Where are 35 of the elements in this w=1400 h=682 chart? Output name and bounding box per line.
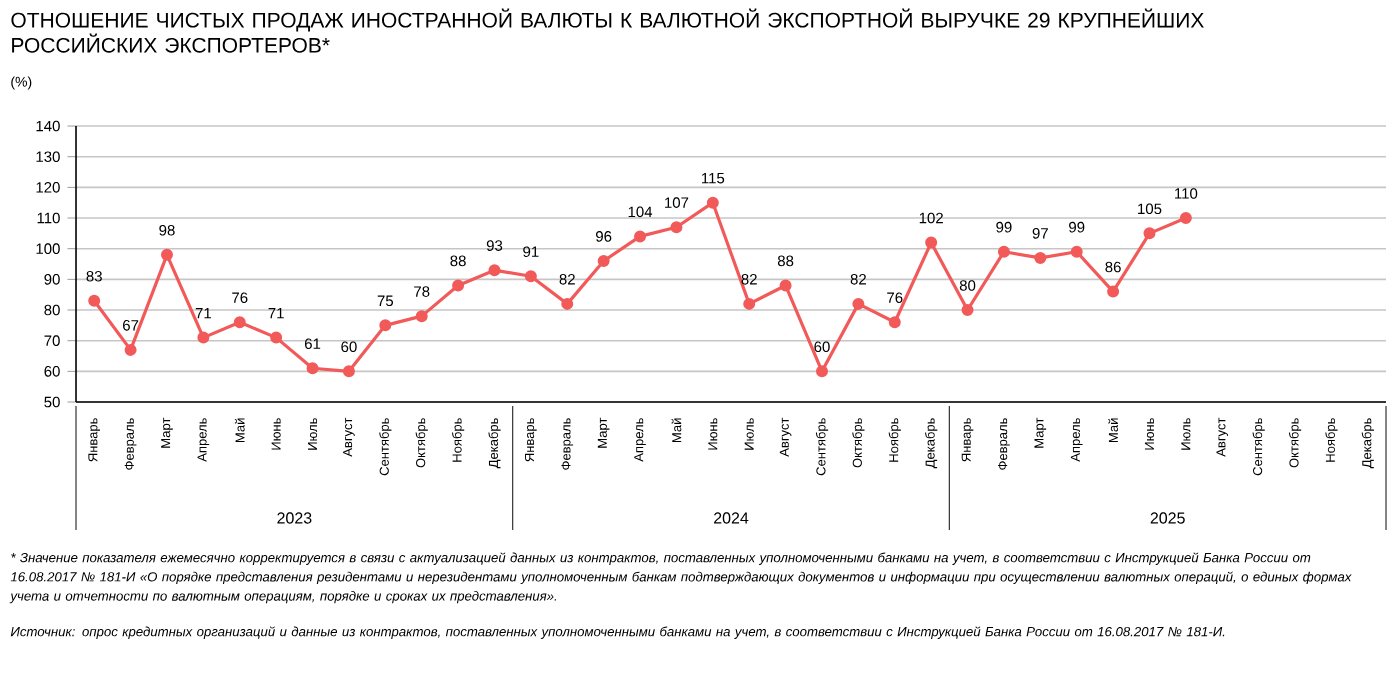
- point: [124, 343, 137, 356]
- point: [1070, 245, 1083, 258]
- point: [379, 319, 392, 332]
- point: [488, 264, 501, 277]
- text: 2024: [714, 512, 749, 524]
- point: [452, 279, 465, 292]
- point: [925, 236, 938, 249]
- point: [88, 294, 101, 307]
- point: [1034, 251, 1047, 264]
- point: [160, 248, 173, 261]
- text: 2023: [277, 512, 312, 524]
- point: [852, 297, 865, 310]
- point: [815, 365, 828, 378]
- chart-title: ОТНОШЕНИЕ ЧИСТЫХ ПРОДАЖ ИНОСТРАННОЙ ВАЛЮТЫ К ВАЛЮТНОЙ ЭКСПОРТНОЙ ВЫРУЧКЕ 29 КРУПНЕЙШИХ РОССИЙСКИХ ЭКСПОРТЕРОВ*: [11, 8, 1204, 53]
- point: [743, 297, 756, 310]
- point: [342, 365, 355, 378]
- point: [1179, 212, 1192, 225]
- point: [888, 316, 901, 329]
- point: [997, 245, 1010, 258]
- point: [706, 196, 719, 209]
- point: [597, 254, 610, 267]
- point: [1107, 285, 1120, 298]
- point: [415, 310, 428, 323]
- point: [270, 331, 283, 344]
- point: [306, 362, 319, 375]
- point: [634, 230, 647, 243]
- point: [779, 279, 792, 292]
- point: [561, 297, 574, 310]
- point: [670, 221, 683, 234]
- point: [197, 331, 210, 344]
- point: [233, 316, 246, 329]
- point: [1143, 227, 1156, 240]
- point: [524, 270, 537, 283]
- text: 2025: [1150, 512, 1185, 524]
- point: [961, 304, 974, 317]
